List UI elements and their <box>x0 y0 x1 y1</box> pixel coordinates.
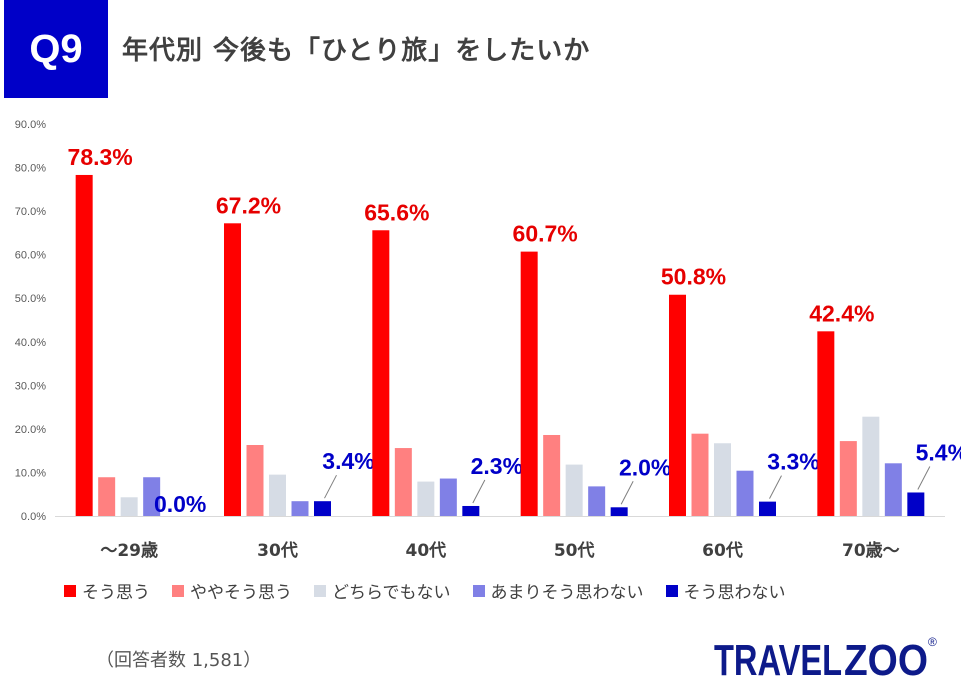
leader-line <box>324 474 337 499</box>
y-tick-label: 30.0% <box>15 380 46 392</box>
bar-chart: 0.0% 10.0% 20.0% 30.0% 40.0% 50.0% 60.0% 70.0% 8… <box>15 119 961 561</box>
bar <box>98 477 116 516</box>
y-tick-label: 40.0% <box>15 337 46 349</box>
bar <box>439 478 457 516</box>
y-tick-label: 70.0% <box>15 206 46 218</box>
y-tick-label: 90.0% <box>15 119 46 131</box>
data-label-bottom: 3.3% <box>767 449 819 475</box>
legend-swatch <box>472 584 485 597</box>
legend-label: あまりそう思わない <box>490 583 644 603</box>
legend-label: そう思わない <box>683 583 786 603</box>
y-tick-label: 0.0% <box>21 511 46 523</box>
legend-swatch <box>665 584 678 597</box>
y-tick-label: 20.0% <box>15 424 46 436</box>
leader-line <box>769 475 782 499</box>
logo-text-zoo: ZOO <box>844 636 928 682</box>
data-label-bottom: 5.4% <box>916 439 961 465</box>
data-label-top: 60.7% <box>513 221 578 247</box>
legend-swatch <box>64 584 76 597</box>
legend-item: ややそう思う <box>172 578 292 603</box>
x-tick-label: 30代 <box>257 540 298 561</box>
bar <box>224 223 241 516</box>
y-tick-label: 10.0% <box>15 467 46 479</box>
bar <box>394 448 412 516</box>
legend-swatch <box>172 584 184 597</box>
bar <box>143 477 161 516</box>
data-label-bottom: 3.4% <box>322 448 374 474</box>
question-number: Q9 <box>29 26 83 71</box>
bar <box>862 416 880 516</box>
bar <box>610 507 628 516</box>
y-tick-label: 80.0% <box>15 163 46 175</box>
bar <box>714 443 731 516</box>
data-label-bottom: 2.3% <box>471 453 523 479</box>
bar <box>417 481 435 516</box>
data-label-top: 67.2% <box>216 192 281 218</box>
chart-legend: そう思う ややそう思う どちらでもない あまりそう思わない そう思わない <box>64 578 786 603</box>
bar <box>907 492 925 516</box>
travelzoo-logo: TRAVEL ZOO ® <box>714 635 937 682</box>
legend-label: ややそう思う <box>190 583 292 603</box>
data-label-bottom: 2.0% <box>619 454 671 480</box>
data-label-top: 65.6% <box>364 199 429 225</box>
leader-line <box>917 466 931 490</box>
logo-registered-mark: ® <box>928 635 937 649</box>
legend-label: そう思う <box>82 583 150 603</box>
data-label-top: 50.8% <box>661 264 726 290</box>
legend-item: そう思わない <box>665 578 786 603</box>
legend-item: そう思う <box>64 578 150 603</box>
bar <box>462 505 480 516</box>
bar <box>75 174 93 516</box>
legend-item: どちらでもない <box>314 578 451 603</box>
respondent-count: （回答者数 1,581） <box>96 650 262 671</box>
bar <box>565 464 583 516</box>
bar <box>372 230 390 516</box>
bar <box>543 434 561 516</box>
data-label-top: 42.4% <box>809 300 874 326</box>
bar <box>120 497 138 516</box>
chart-title: 年代別 今後も「ひとり旅」をしたいか <box>122 36 591 66</box>
bar <box>736 470 754 516</box>
leader-line <box>620 481 634 505</box>
question-badge: Q9 <box>4 0 108 98</box>
bar <box>759 501 776 516</box>
legend-item: あまりそう思わない <box>472 578 644 603</box>
logo-text-travel: TRAVEL <box>714 636 842 682</box>
bar <box>817 331 835 516</box>
legend-swatch <box>314 584 326 597</box>
bar <box>314 501 331 516</box>
bar <box>691 433 709 516</box>
legend-label: どちらでもない <box>332 583 451 603</box>
bar <box>269 474 286 516</box>
x-tick-label: 60代 <box>702 540 743 561</box>
bar <box>669 294 686 516</box>
bar <box>520 251 538 516</box>
bar <box>246 445 264 516</box>
bar <box>884 463 902 516</box>
data-label-bottom: 0.0% <box>154 491 206 517</box>
x-tick-label: 50代 <box>554 540 595 561</box>
bar <box>839 441 857 516</box>
x-tick-label: 40代 <box>405 540 446 561</box>
leader-line <box>472 479 486 504</box>
y-tick-label: 60.0% <box>15 250 46 262</box>
bar <box>291 501 309 516</box>
y-tick-label: 50.0% <box>15 293 46 305</box>
x-tick-label: ～29歳 <box>100 540 158 561</box>
bar <box>588 486 606 516</box>
data-label-top: 78.3% <box>68 144 133 170</box>
x-tick-label: 70歳～ <box>842 540 900 561</box>
